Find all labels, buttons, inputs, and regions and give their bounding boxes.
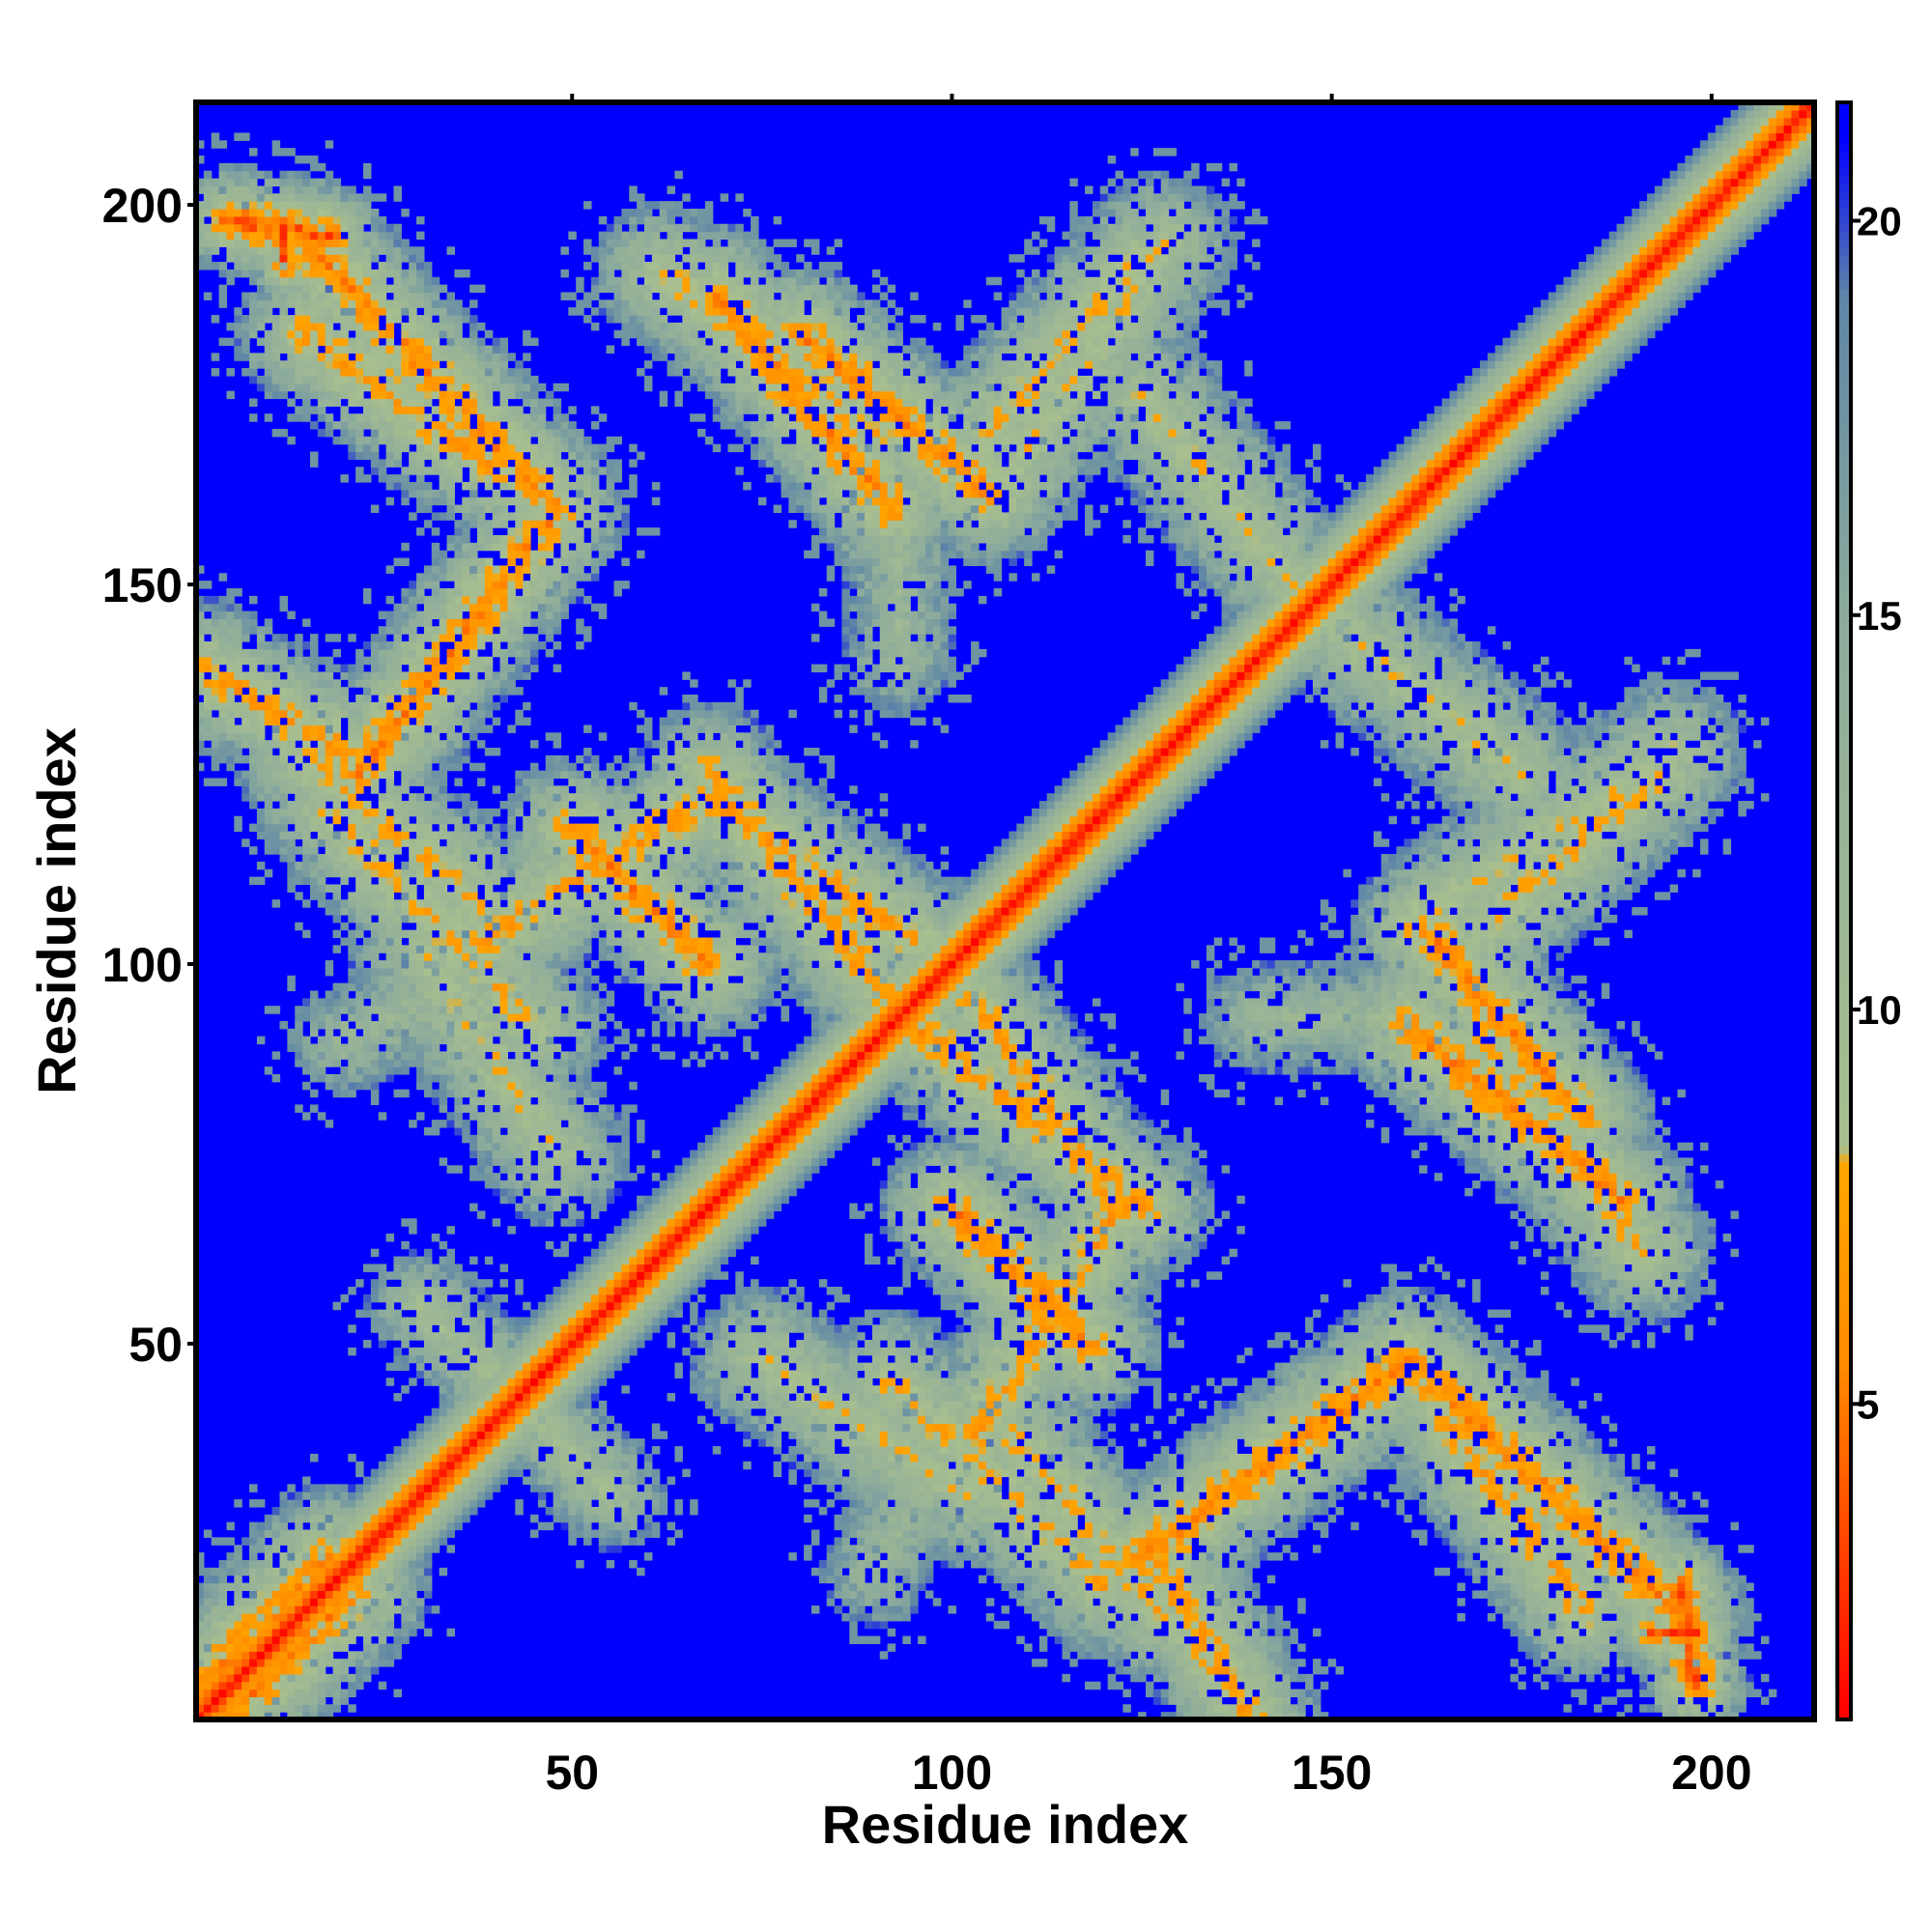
y-tick-label: 150: [102, 558, 183, 612]
x-tick-label: 150: [1292, 1746, 1372, 1800]
heatmap-cells: [196, 102, 1815, 1720]
y-axis-title: Residue index: [26, 727, 87, 1094]
x-axis-title: Residue index: [822, 1794, 1189, 1855]
y-tick-label: 200: [102, 179, 183, 233]
x-tick-label: 50: [545, 1746, 599, 1800]
y-axis-ticks: 50 100 150 200: [102, 179, 196, 1372]
y-tick-label: 100: [102, 938, 183, 992]
colorbar-tick-label: 15: [1857, 593, 1902, 639]
x-tick-label: 100: [912, 1746, 992, 1800]
x-tick-label: 200: [1671, 1746, 1751, 1800]
colorbar-tick-label: 5: [1857, 1381, 1879, 1427]
plot-frame: [193, 99, 1817, 1722]
colorbar: 5 10 15 20: [1835, 100, 1902, 1721]
colorbar-frame: [1835, 100, 1853, 1721]
y-tick-label: 50: [128, 1318, 183, 1372]
colorbar-tick-label: 10: [1857, 987, 1902, 1033]
colorbar-tick-label: 20: [1857, 198, 1902, 243]
x-axis-ticks: 50 100 150 200: [545, 94, 1752, 1800]
